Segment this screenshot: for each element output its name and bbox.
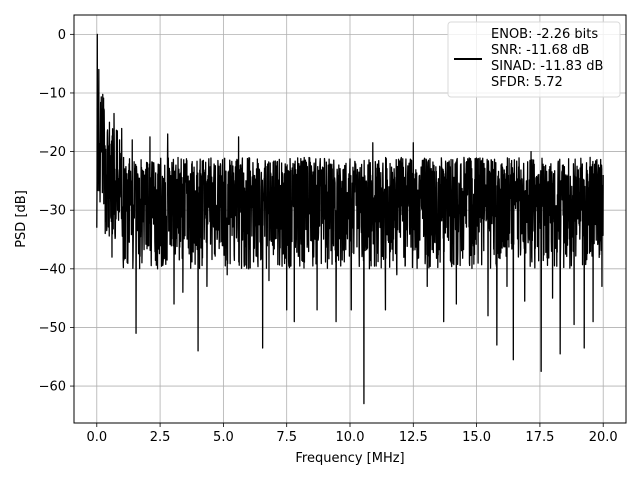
psd-series-line [96, 33, 604, 405]
x-tick-label: 7.5 [276, 430, 297, 445]
x-tick-label: 15.0 [462, 430, 491, 445]
legend-entry-sfdr: SFDR: 5.72 [491, 75, 563, 90]
y-axis-label: PSD [dB] [14, 190, 29, 248]
legend-entry-snr: SNR: -11.68 dB [491, 43, 589, 58]
legend-entry-enob: ENOB: -2.26 bits [491, 27, 598, 42]
y-tick-label: −10 [39, 86, 66, 101]
x-tick-label: 17.5 [525, 430, 554, 445]
y-tick-label: 0 [58, 28, 66, 43]
y-axis: 0 −10 −20 −30 −40 −50 −60 [39, 28, 74, 395]
y-tick-label: −30 [39, 204, 66, 219]
legend-entry-sinad: SINAD: -11.83 dB [491, 59, 603, 74]
plot-area [96, 33, 604, 405]
y-tick-label: −40 [39, 262, 66, 277]
legend-box [447, 21, 621, 98]
x-axis: 0.0 2.5 5.0 7.5 10.0 12.5 15.0 17.5 20.0 [86, 423, 618, 445]
x-tick-label: 10.0 [336, 430, 365, 445]
x-tick-label: 0.0 [86, 430, 107, 445]
y-tick-label: −60 [39, 380, 66, 395]
x-axis-label: Frequency [MHz] [295, 451, 404, 466]
x-tick-label: 5.0 [213, 430, 234, 445]
legend: ENOB: -2.26 bits SNR: -11.68 dB SINAD: -… [447, 21, 621, 98]
x-tick-label: 12.5 [399, 430, 428, 445]
y-tick-label: −50 [39, 321, 66, 336]
y-tick-label: −20 [39, 145, 66, 160]
x-tick-label: 20.0 [589, 430, 618, 445]
x-tick-label: 2.5 [150, 430, 171, 445]
